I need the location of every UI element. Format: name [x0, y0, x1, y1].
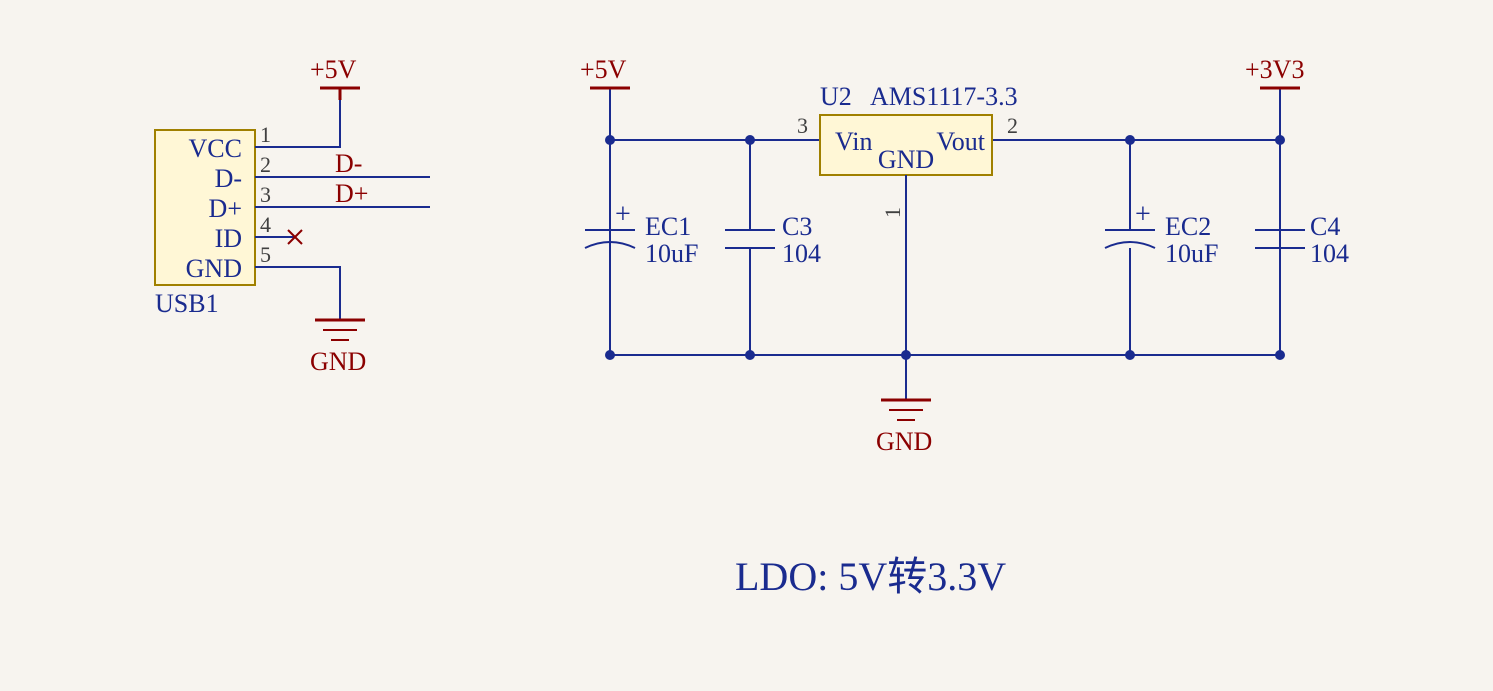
power-5v-ldo: +5V: [580, 55, 630, 88]
usb-pin2-label: D-: [215, 164, 242, 193]
c4-ref: C4: [1310, 212, 1340, 241]
usb-pin3-label: D+: [209, 194, 242, 223]
schematic-title: LDO: 5V转3.3V: [735, 554, 1006, 599]
usb-dp-net: D+: [335, 179, 368, 208]
c3-val: 104: [782, 239, 821, 268]
ec2-val: 10uF: [1165, 239, 1218, 268]
ec1-ref: EC1: [645, 212, 691, 241]
power-5v-usb: +5V: [310, 55, 360, 100]
ec1-plus: +: [615, 199, 631, 230]
c4-val: 104: [1310, 239, 1349, 268]
ldo-gnd-pin-label: GND: [878, 145, 934, 174]
ldo-vout-label: Vout: [936, 127, 985, 156]
cap-ec2: + EC2 10uF: [1105, 135, 1218, 360]
ldo-3v3-label: +3V3: [1245, 55, 1304, 84]
usb-connector: VCC D- D+ ID GND 1 2 3 4 5 USB1: [155, 122, 295, 318]
cap-ec1: + EC1 10uF: [585, 140, 698, 355]
usb-pin2-num: 2: [260, 152, 271, 177]
ldo-ref: U2: [820, 82, 852, 111]
ldo-part: AMS1117-3.3: [870, 82, 1018, 111]
gnd-ldo: GND: [876, 400, 932, 456]
usb-pin5-label: GND: [186, 254, 242, 283]
ec1-val: 10uF: [645, 239, 698, 268]
usb-ref: USB1: [155, 289, 219, 318]
usb-pin3-num: 3: [260, 182, 271, 207]
ldo-5v-label: +5V: [580, 55, 627, 84]
usb-pin1-num: 1: [260, 122, 271, 147]
usb-gnd-label: GND: [310, 347, 366, 376]
usb-5v-label: +5V: [310, 55, 357, 84]
schematic-canvas: VCC D- D+ ID GND 1 2 3 4 5 USB1 +5V D- D…: [0, 0, 1493, 691]
usb-pin4-num: 4: [260, 212, 271, 237]
usb-pin5-num: 5: [260, 242, 271, 267]
usb-pin1-label: VCC: [189, 134, 242, 163]
wire-usb-5v: [295, 88, 340, 147]
gnd-usb: GND: [310, 320, 366, 376]
ldo-pin3-num: 3: [797, 113, 808, 138]
ldo-chip: Vin Vout GND 3 2 U2 AMS1117-3.3: [797, 82, 1018, 175]
power-3v3-ldo: +3V3: [1245, 55, 1304, 88]
cap-c4: C4 104: [1255, 140, 1349, 355]
ldo-vin-label: Vin: [835, 127, 872, 156]
wire-usb-gnd: [295, 267, 340, 320]
ldo-pin1-num: 1: [880, 207, 905, 218]
ec2-plus: +: [1135, 199, 1151, 230]
ldo-pin2-num: 2: [1007, 113, 1018, 138]
usb-pin4-label: ID: [215, 224, 242, 253]
c3-ref: C3: [782, 212, 812, 241]
ec2-ref: EC2: [1165, 212, 1211, 241]
cap-c3: C3 104: [725, 135, 821, 360]
ldo-gnd-label: GND: [876, 427, 932, 456]
usb-dm-net: D-: [335, 149, 362, 178]
